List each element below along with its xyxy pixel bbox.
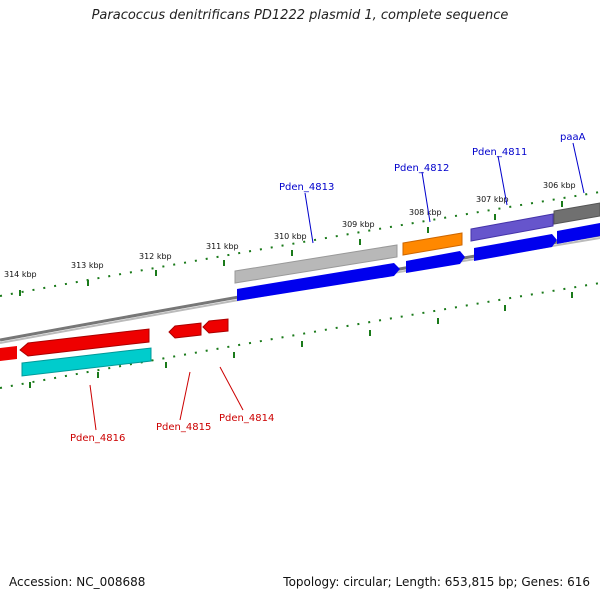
label-pden-4815: Pden_4815 (156, 422, 211, 433)
label-pden-4813: Pden_4813 (279, 182, 334, 193)
gene-pden-4811[interactable] (470, 213, 554, 242)
label-pden-4811: Pden_4811 (472, 147, 527, 158)
leader-pden-4812 (421, 171, 431, 223)
tick-label-309: 309 kbp (342, 220, 375, 229)
leader-pden-4815 (179, 371, 191, 421)
label-paaA: paaA (560, 132, 586, 143)
major-ticks-inner (29, 292, 573, 388)
accession-text: Accession: NC_008688 (9, 575, 146, 589)
leader-pden-4816 (89, 384, 97, 431)
gene-paaA[interactable] (553, 202, 600, 225)
label-pden-4812: Pden_4812 (394, 163, 449, 174)
major-ticks-outer (19, 201, 563, 296)
gene-pden-4816[interactable] (19, 328, 150, 357)
gene-pden-4812[interactable] (402, 232, 463, 256)
leader-pden-4813 (304, 192, 314, 244)
tick-label-311: 311 kbp (206, 242, 239, 251)
gene-left-partial[interactable] (0, 346, 17, 361)
tick-label-313: 313 kbp (71, 261, 104, 270)
map-title: Paracoccus denitrificans PD1222 plasmid … (91, 8, 509, 23)
cds-pden-4812[interactable] (406, 251, 465, 273)
label-pden-4814: Pden_4814 (219, 413, 274, 424)
tick-label-306: 306 kbp (543, 181, 576, 190)
leader-pden-4814 (219, 366, 244, 411)
topology-text: Topology: circular; Length: 653,815 bp; … (283, 575, 590, 589)
tick-label-312: 312 kbp (139, 252, 172, 261)
cds-pden-4816[interactable] (21, 347, 152, 377)
tick-label-307: 307 kbp (476, 195, 509, 204)
leader-paaA (572, 142, 585, 194)
gene-pden-4813[interactable] (234, 244, 398, 284)
cds-pden-4813[interactable] (237, 263, 400, 301)
tick-label-308: 308 kbp (409, 208, 442, 217)
cds-pden-4811[interactable] (474, 234, 557, 261)
leader-pden-4811 (497, 155, 508, 206)
cds-paaA[interactable] (557, 223, 600, 244)
gene-pden-4814[interactable] (202, 318, 229, 334)
tick-label-314: 314 kbp (4, 270, 37, 279)
gene-pden-4815[interactable] (168, 322, 202, 339)
label-pden-4816: Pden_4816 (70, 433, 125, 444)
tick-label-310: 310 kbp (274, 232, 307, 241)
